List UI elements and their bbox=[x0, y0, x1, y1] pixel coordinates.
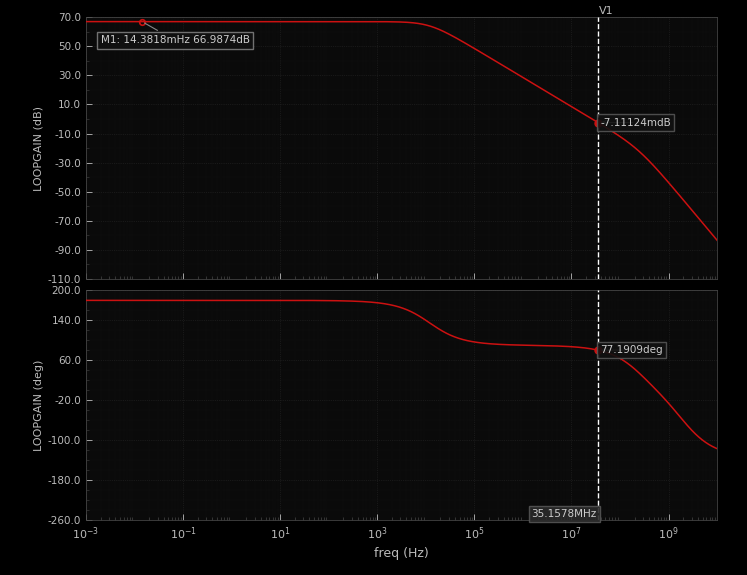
Text: -7.11124mdB: -7.11124mdB bbox=[601, 117, 671, 128]
Text: M1: 14.3818mHz 66.9874dB: M1: 14.3818mHz 66.9874dB bbox=[101, 23, 249, 45]
Y-axis label: LOOPGAIN (dB): LOOPGAIN (dB) bbox=[34, 106, 43, 190]
Y-axis label: LOOPGAIN (deg): LOOPGAIN (deg) bbox=[34, 360, 43, 451]
Text: 35.1578MHz: 35.1578MHz bbox=[532, 509, 597, 519]
X-axis label: freq (Hz): freq (Hz) bbox=[374, 547, 429, 561]
Text: 77.1909deg: 77.1909deg bbox=[601, 345, 663, 355]
Text: V1: V1 bbox=[599, 6, 613, 16]
